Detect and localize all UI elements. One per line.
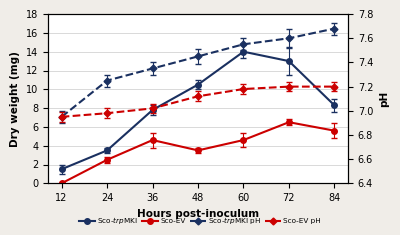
Legend: Sco-$\it{trp}$MKI, Sco-EV, Sco-$\it{trp}$MKI pH, Sco-EV pH: Sco-$\it{trp}$MKI, Sco-EV, Sco-$\it{trp}… — [76, 212, 324, 229]
X-axis label: Hours post-inoculum: Hours post-inoculum — [137, 209, 259, 219]
Y-axis label: Dry weight (mg): Dry weight (mg) — [10, 51, 20, 147]
Y-axis label: pH: pH — [379, 90, 389, 107]
